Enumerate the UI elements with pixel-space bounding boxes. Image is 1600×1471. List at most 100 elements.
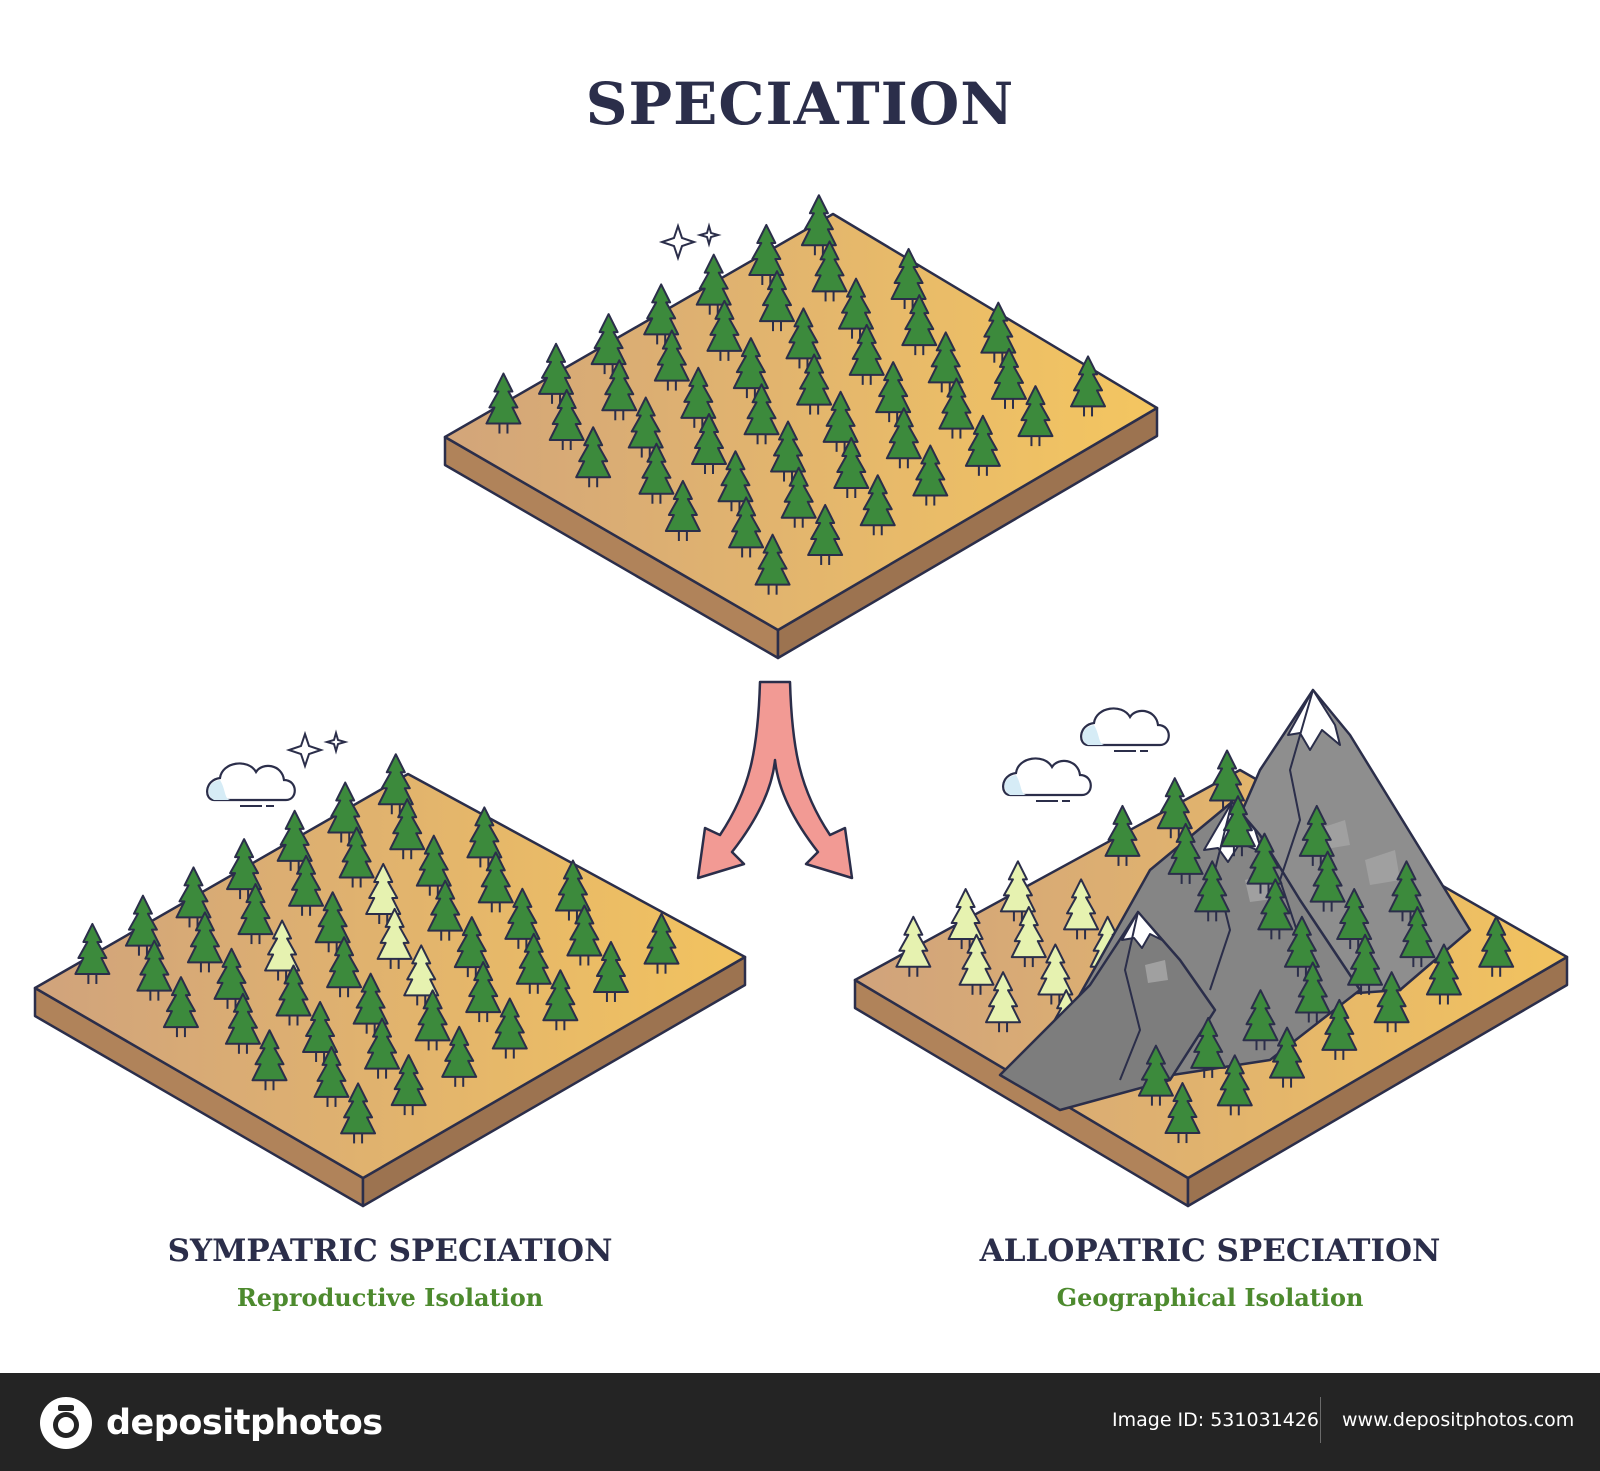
camera-logo-icon: [40, 1397, 92, 1449]
divider: [1320, 1397, 1321, 1443]
pine-tree-light: [1063, 878, 1100, 940]
pine-tree: [491, 997, 528, 1059]
pine-tree: [927, 331, 964, 393]
pine-tree: [890, 247, 927, 309]
pine-tree: [1321, 998, 1358, 1060]
pine-tree: [427, 879, 464, 941]
pine-tree: [732, 337, 769, 399]
sympatric-title: SYMPATRIC SPECIATION: [167, 1233, 613, 1269]
snow-cap: [1287, 689, 1341, 751]
pine-tree: [695, 253, 732, 315]
pine-tree: [980, 301, 1017, 363]
pine-tree: [706, 299, 743, 361]
pine-tree: [901, 294, 938, 356]
sympatric-subtitle: Reproductive Isolation: [236, 1283, 544, 1312]
pine-tree: [796, 353, 833, 415]
pine-tree: [414, 989, 451, 1051]
pine-tree: [912, 444, 949, 506]
site-url[interactable]: www.depositphotos.com: [1342, 1409, 1575, 1431]
pine-tree: [811, 240, 848, 302]
pine-tree: [415, 834, 452, 896]
pine-tree: [340, 1082, 377, 1144]
pine-tree: [780, 466, 817, 528]
pine-tree: [1216, 1054, 1253, 1116]
tree-group: [74, 753, 680, 1144]
pine-tree: [548, 389, 585, 450]
pine-tree: [226, 838, 263, 900]
pine-tree: [338, 826, 375, 888]
pine-tree: [1070, 355, 1107, 417]
allopatric-caption: ALLOPATRIC SPECIATION Geographical Isola…: [960, 1233, 1460, 1312]
pine-tree: [327, 781, 364, 843]
pine-tree: [465, 961, 502, 1023]
pine-tree: [251, 1029, 288, 1091]
image-id: Image ID: 531031426: [1112, 1409, 1320, 1431]
brand-logo[interactable]: depositphotos: [38, 1395, 383, 1451]
pine-tree: [691, 413, 727, 474]
pine-tree-light: [264, 919, 301, 981]
pine-tree: [477, 851, 514, 913]
pine-tree: [575, 426, 612, 488]
pine-tree: [1164, 1082, 1201, 1144]
pine-tree: [1219, 795, 1256, 857]
pine-tree: [313, 1045, 350, 1107]
footer-bar: depositphotos Image ID: 531031426 www.de…: [0, 1373, 1600, 1471]
ground-top: [443, 212, 1159, 632]
pine-tree: [807, 503, 844, 565]
pine-tree: [1167, 822, 1204, 884]
allopatric-subtitle: Geographical Isolation: [1056, 1283, 1364, 1312]
pine-tree: [1242, 989, 1279, 1051]
pine-tree: [441, 1025, 478, 1087]
pine-tree: [74, 922, 111, 984]
pine-tree: [1269, 1026, 1306, 1088]
pine-tree: [743, 383, 780, 445]
pine-tree: [136, 939, 173, 1001]
pine-tree-light: [985, 971, 1022, 1033]
sympatric-landscape: [33, 729, 747, 1208]
pine-tree: [1425, 943, 1462, 1005]
pine-tree: [1137, 1044, 1174, 1106]
pine-tree-light: [376, 907, 413, 969]
pine-tree: [1017, 385, 1054, 447]
pine-tree: [759, 270, 795, 332]
pine-tree: [1194, 860, 1231, 922]
pine-tree: [1294, 961, 1331, 1023]
pine-tree: [991, 347, 1027, 409]
pine-tree: [538, 342, 575, 404]
pine-tree: [485, 372, 522, 434]
pine-tree: [848, 323, 885, 385]
sparkle-icon: [285, 729, 349, 770]
pine-tree: [643, 912, 680, 974]
pine-tree: [1190, 1016, 1227, 1078]
pine-tree: [728, 496, 765, 558]
pine-tree: [964, 414, 1001, 476]
pine-tree: [875, 361, 912, 423]
pine-tree: [1257, 878, 1294, 940]
pine-tree: [938, 377, 975, 439]
pine-tree-light: [947, 888, 984, 950]
pine-tree-light: [999, 860, 1036, 922]
allopatric-landscape: [853, 688, 1569, 1208]
cloud-icon: [1080, 707, 1170, 752]
pine-tree: [1283, 915, 1320, 977]
pine-tree: [590, 313, 627, 375]
pine-tree: [1373, 971, 1410, 1033]
cloud-icon: [206, 762, 296, 807]
pine-tree: [643, 283, 680, 345]
pine-tree: [314, 891, 351, 953]
pine-tree-light: [895, 915, 932, 977]
pine-tree: [389, 798, 426, 860]
cloud-icon: [1002, 757, 1092, 802]
pine-tree: [1478, 915, 1515, 977]
pine-tree: [885, 407, 922, 469]
split-arrow: [696, 680, 854, 880]
pine-tree: [754, 533, 791, 595]
original-population-landscape: [443, 194, 1159, 660]
pine-tree: [770, 420, 807, 482]
pine-tree: [326, 936, 363, 998]
pine-tree: [364, 1017, 401, 1079]
allopatric-title: ALLOPATRIC SPECIATION: [979, 1233, 1441, 1269]
pine-tree: [1399, 906, 1436, 968]
brand-name: depositphotos: [106, 1403, 383, 1443]
sympatric-caption: SYMPATRIC SPECIATION Reproductive Isolat…: [130, 1233, 650, 1312]
